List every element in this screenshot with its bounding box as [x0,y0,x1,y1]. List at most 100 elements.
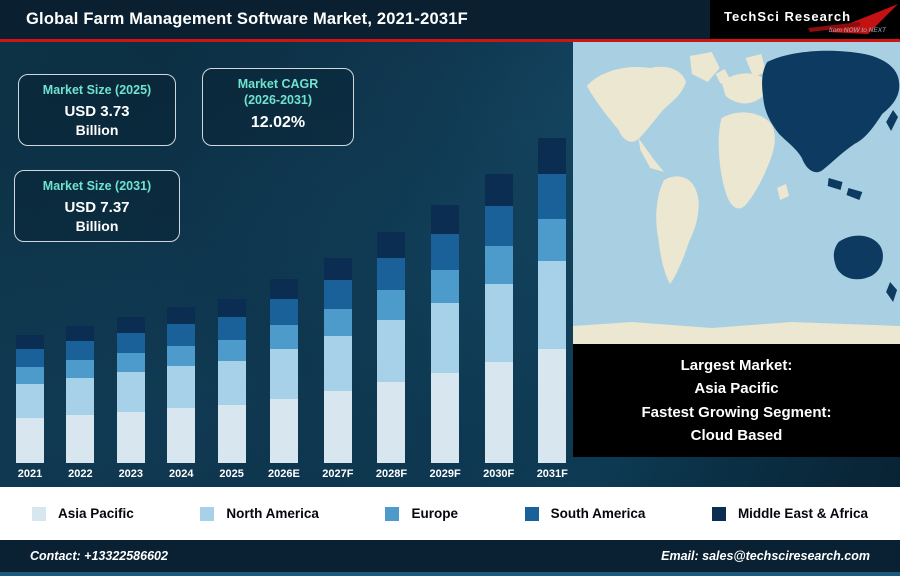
bar-segment [269,399,298,463]
header-bar: Global Farm Management Software Market, … [0,0,900,42]
continent-south-america [656,176,699,284]
region-new-zealand [886,282,898,302]
x-axis-label: 2031F [536,468,568,480]
stacked-bar-chart: 2021 2022 2023 2024 2025 2026E 2027F 2028F 2029F… [16,138,568,480]
bar-segment [116,317,145,333]
bar-segment [431,373,460,463]
bar-segment [16,349,44,367]
bar-segment [16,418,44,463]
bar-column-2031F: 2031F [537,138,568,480]
bar-segment [269,325,298,349]
techsci-logo-graphic: TechSci Research from NOW to NEXT [710,0,900,39]
region-madagascar [777,184,790,200]
logo-text: TechSci Research [724,9,851,24]
x-axis-label: 2022 [68,468,93,480]
region-central-america [638,138,665,172]
stacked-bar [323,258,352,463]
region-indonesia-2 [846,188,863,200]
bar-column-2029F: 2029F [429,205,461,480]
legend-swatch [524,506,539,521]
bar-segment [538,261,567,349]
callout-line-1: Largest Market: [680,357,793,374]
bar-segment [323,280,352,309]
bar-segment [323,309,352,336]
legend-swatch [711,506,726,521]
techsci-logo: TechSci Research from NOW to NEXT [710,0,900,39]
bar-column-2025: 2025 [217,299,246,480]
footer-email: Email: sales@techsciresearch.com [661,549,870,563]
bar-segment [16,384,44,418]
stacked-bar [167,307,196,463]
bar-segment [538,174,567,219]
market-size-2031-unit: Billion [75,217,119,234]
bar-segment [323,258,352,280]
bar-segment [217,361,246,405]
bar-segment [66,326,95,341]
callout-line-2: Asia Pacific [694,380,779,398]
bar-segment [116,353,145,372]
footer-contact: Contact: +13322586602 [30,549,168,563]
market-size-2025-value: USD 3.73 [64,102,130,120]
stacked-bar [66,326,95,463]
market-size-2025-label: Market Size (2025) [42,83,152,97]
legend-label: South America [550,506,646,521]
region-scandinavia [745,54,767,77]
market-cagr-value: 12.02% [250,114,306,132]
bar-segment [66,360,95,378]
bar-segment [116,333,145,353]
largest-market-callout: Largest Market: Asia Pacific Fastest Gro… [573,344,900,457]
legend-item: Europe [385,506,458,521]
bar-segment [116,372,145,412]
continent-greenland [689,52,720,82]
stacked-bar [484,174,513,463]
x-axis-label: 2030F [483,468,515,480]
market-cagr-box: Market CAGR (2026-2031) 12.02% [202,68,354,146]
callout-line-3: Fastest Growing Segment: [641,403,832,421]
bar-segment [217,405,246,463]
chart-legend: Asia Pacific North America Europe South Ame… [0,487,900,540]
region-japan [886,110,899,131]
region-indonesia-1 [827,178,843,190]
bar-segment [431,303,460,373]
x-axis-label: 2029F [429,468,461,480]
bar-segment [269,279,298,299]
bar-segment [484,206,513,246]
bar-column-2021: 2021 [16,335,44,480]
bar-segment [167,408,196,463]
bar-segment [66,378,95,415]
bar-segment [538,219,567,261]
stacked-bar [269,279,298,463]
continent-africa [718,112,775,209]
bar-segment [16,335,44,349]
bar-column-2023: 2023 [116,317,145,480]
market-size-2031-label: Market Size (2031) [42,179,152,193]
x-axis-label: 2028F [375,468,408,480]
bar-segment [167,346,196,366]
legend-label: Asia Pacific [58,506,134,521]
bar-segment [484,284,513,362]
bar-segment [484,174,513,206]
stacked-bar [377,232,406,463]
bar-segment [484,246,513,284]
bar-segment [377,320,406,382]
bar-column-2026E: 2026E [268,279,300,480]
bar-segment [269,349,298,399]
bar-segment [66,415,95,463]
legend-item: North America [200,506,319,521]
legend-item: Middle East & Africa [711,506,868,521]
legend-swatch [200,506,215,521]
continent-north-america [586,66,686,142]
market-size-2031-box: Market Size (2031) USD 7.37 Billion [14,170,180,242]
legend-item: South America [524,506,646,521]
market-size-2025-box: Market Size (2025) USD 3.73 Billion [18,74,176,146]
legend-label: Europe [411,506,458,521]
bar-segment [217,299,246,317]
footer-bar: Contact: +13322586602 Email: sales@techs… [0,540,900,576]
market-size-2031-value: USD 7.37 [64,198,130,216]
x-axis-label: 2027F [322,468,354,480]
bar-segment [323,391,352,463]
stacked-bar [431,205,460,463]
legend-swatch [385,506,400,521]
bar-segment [377,382,406,463]
